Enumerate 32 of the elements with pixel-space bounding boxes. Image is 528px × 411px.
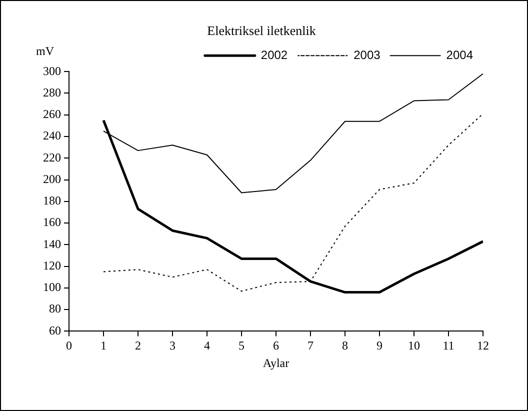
x-tick-label: 9 xyxy=(376,338,382,353)
legend-label: 2002 xyxy=(260,48,288,62)
x-tick-label: 0 xyxy=(66,338,72,353)
x-axis-title: Aylar xyxy=(262,356,290,370)
x-tick-label: 2 xyxy=(135,338,141,353)
x-tick-label: 8 xyxy=(342,338,348,353)
y-tick-label: 300 xyxy=(43,64,61,78)
x-tick-label: 11 xyxy=(442,338,454,353)
x-tick-label: 12 xyxy=(477,338,489,353)
y-tick-label: 60 xyxy=(49,323,61,338)
x-tick-label: 6 xyxy=(273,338,279,353)
y-tick-label: 220 xyxy=(43,150,61,164)
y-tick-label: 120 xyxy=(43,258,61,272)
y-tick-label: 200 xyxy=(43,172,61,186)
x-tick-label: 4 xyxy=(204,338,210,353)
x-tick-label: 7 xyxy=(308,338,314,353)
y-tick-label: 280 xyxy=(43,85,61,100)
y-tick-label: 100 xyxy=(43,280,61,294)
y-tick-label: 80 xyxy=(49,302,61,316)
y-tick-label: 260 xyxy=(43,107,61,122)
y-tick-label: 180 xyxy=(43,194,61,208)
legend-label: 2003 xyxy=(354,48,381,62)
y-tick-label: 240 xyxy=(43,128,61,143)
x-tick-label: 10 xyxy=(408,338,420,353)
chart-title: Elektriksel iletkenlik xyxy=(207,23,316,38)
y-axis-title: mV xyxy=(36,44,54,58)
x-tick-label: 5 xyxy=(238,338,244,353)
y-tick-label: 160 xyxy=(43,215,61,230)
legend-label: 2004 xyxy=(446,48,474,62)
x-tick-label: 1 xyxy=(100,338,106,353)
x-tick-label: 3 xyxy=(170,338,176,353)
y-tick-label: 140 xyxy=(43,236,61,251)
